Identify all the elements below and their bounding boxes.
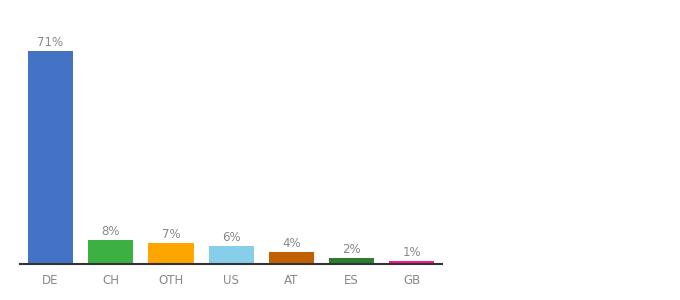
Bar (28, 51, 73, 264)
Text: 8%: 8% (101, 225, 120, 238)
Text: 6%: 6% (222, 231, 241, 244)
Text: 2%: 2% (342, 243, 361, 256)
Text: 7%: 7% (162, 228, 180, 241)
Bar (88, 240, 133, 264)
Bar (148, 243, 194, 264)
Bar (209, 246, 254, 264)
Bar (389, 261, 435, 264)
Text: 4%: 4% (282, 237, 301, 250)
Bar (269, 252, 314, 264)
Bar (329, 258, 374, 264)
Text: 71%: 71% (37, 36, 63, 49)
Text: 1%: 1% (403, 246, 421, 259)
